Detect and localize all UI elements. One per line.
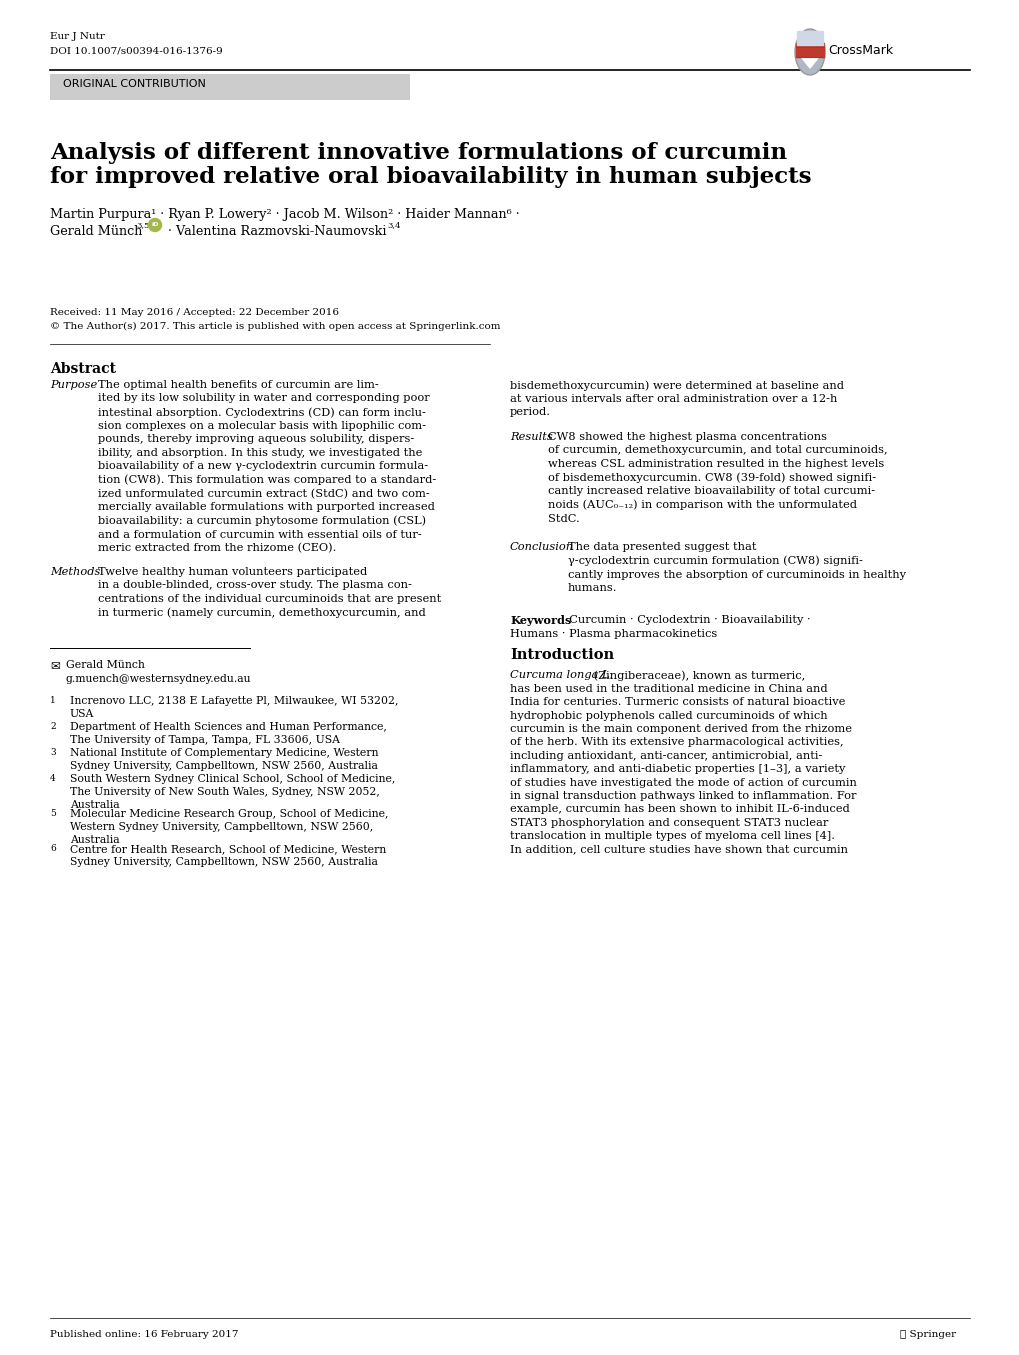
Text: ORIGINAL CONTRIBUTION: ORIGINAL CONTRIBUTION: [63, 79, 206, 89]
Circle shape: [149, 218, 161, 232]
Text: 2: 2: [50, 722, 56, 730]
Text: National Institute of Complementary Medicine, Western
Sydney University, Campbel: National Institute of Complementary Medi…: [70, 748, 378, 771]
Text: Curcuma longa L.: Curcuma longa L.: [510, 669, 612, 680]
Text: ✉: ✉: [50, 660, 60, 673]
Text: 6: 6: [50, 844, 56, 854]
Text: Purpose: Purpose: [50, 379, 97, 390]
Text: g.muench@westernsydney.edu.au: g.muench@westernsydney.edu.au: [66, 673, 252, 684]
Polygon shape: [801, 58, 817, 68]
Text: Humans · Plasma pharmacokinetics: Humans · Plasma pharmacokinetics: [510, 629, 716, 640]
Text: 5: 5: [50, 809, 56, 818]
Text: Twelve healthy human volunteers participated
in a double-blinded, cross-over stu: Twelve healthy human volunteers particip…: [98, 566, 441, 618]
Text: for improved relative oral bioavailability in human subjects: for improved relative oral bioavailabili…: [50, 167, 811, 188]
Text: · Valentina Razmovski-Naumovski: · Valentina Razmovski-Naumovski: [164, 225, 386, 238]
Text: Analysis of different innovative formulations of curcumin: Analysis of different innovative formula…: [50, 142, 787, 164]
Text: 1: 1: [50, 696, 56, 705]
Text: Eur J Nutr: Eur J Nutr: [50, 33, 105, 41]
Text: bisdemethoxycurcumin) were determined at baseline and
at various intervals after: bisdemethoxycurcumin) were determined at…: [510, 379, 843, 417]
Text: © The Author(s) 2017. This article is published with open access at Springerlink: © The Author(s) 2017. This article is pu…: [50, 322, 500, 331]
Text: Received: 11 May 2016 / Accepted: 22 December 2016: Received: 11 May 2016 / Accepted: 22 Dec…: [50, 308, 338, 317]
Text: Department of Health Sciences and Human Performance,
The University of Tampa, Ta: Department of Health Sciences and Human …: [70, 722, 386, 745]
Text: The data presented suggest that
γ-cyclodextrin curcumin formulation (CW8) signif: The data presented suggest that γ-cyclod…: [568, 542, 905, 593]
Text: Molecular Medicine Research Group, School of Medicine,
Western Sydney University: Molecular Medicine Research Group, Schoo…: [70, 809, 388, 844]
Bar: [795, 43, 823, 57]
Text: Conclusion: Conclusion: [510, 542, 574, 551]
Text: Methods: Methods: [50, 566, 100, 577]
Text: has been used in the traditional medicine in China and
India for centuries. Turm: has been used in the traditional medicin…: [510, 684, 856, 854]
Text: Gerald Münch: Gerald Münch: [50, 225, 143, 238]
Text: (Zingiberaceae), known as turmeric,: (Zingiberaceae), known as turmeric,: [589, 669, 804, 680]
Text: Keywords: Keywords: [510, 615, 571, 626]
Text: Gerald Münch: Gerald Münch: [66, 660, 145, 669]
Text: South Western Sydney Clinical School, School of Medicine,
The University of New : South Western Sydney Clinical School, Sc…: [70, 774, 395, 809]
Text: Introduction: Introduction: [510, 648, 613, 663]
Text: CW8 showed the highest plasma concentrations
of curcumin, demethoxycurcumin, and: CW8 showed the highest plasma concentrat…: [547, 432, 887, 524]
Text: iD: iD: [151, 222, 159, 228]
Ellipse shape: [794, 28, 824, 75]
Text: Published online: 16 February 2017: Published online: 16 February 2017: [50, 1331, 238, 1339]
Text: Increnovo LLC, 2138 E Lafayette Pl, Milwaukee, WI 53202,
USA: Increnovo LLC, 2138 E Lafayette Pl, Milw…: [70, 696, 398, 718]
Text: 3: 3: [50, 748, 56, 757]
Text: Abstract: Abstract: [50, 362, 116, 375]
Text: CrossMark: CrossMark: [827, 43, 893, 57]
Text: DOI 10.1007/s00394-016-1376-9: DOI 10.1007/s00394-016-1376-9: [50, 46, 222, 56]
Text: Martin Purpura¹ · Ryan P. Lowery² · Jacob M. Wilson² · Haider Mannan⁶ ·: Martin Purpura¹ · Ryan P. Lowery² · Jaco…: [50, 209, 520, 221]
Text: Centre for Health Research, School of Medicine, Western
Sydney University, Campb: Centre for Health Research, School of Me…: [70, 844, 386, 867]
Text: 3,4: 3,4: [386, 221, 400, 229]
Text: ⑂ Springer: ⑂ Springer: [899, 1331, 955, 1339]
Text: 3,5: 3,5: [136, 221, 149, 229]
Text: 4: 4: [50, 774, 56, 783]
Text: The optimal health benefits of curcumin are lim-
ited by its low solubility in w: The optimal health benefits of curcumin …: [98, 379, 436, 554]
FancyBboxPatch shape: [50, 75, 410, 100]
Bar: [796, 31, 822, 45]
Text: Results: Results: [510, 432, 552, 442]
Text: Curcumin · Cyclodextrin · Bioavailability ·: Curcumin · Cyclodextrin · Bioavailabilit…: [561, 615, 810, 625]
